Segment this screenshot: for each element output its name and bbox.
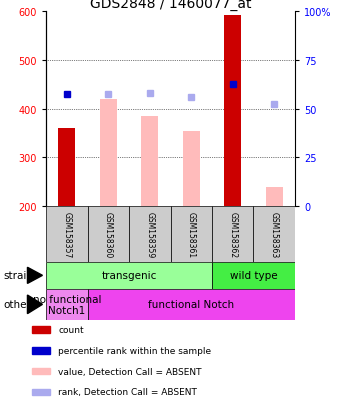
Text: wild type: wild type bbox=[230, 271, 277, 281]
Text: functional Notch: functional Notch bbox=[148, 299, 234, 310]
Bar bbox=[32, 389, 50, 395]
Bar bbox=[88, 289, 295, 320]
Bar bbox=[170, 206, 212, 262]
Bar bbox=[212, 262, 295, 289]
Text: value, Detection Call = ABSENT: value, Detection Call = ABSENT bbox=[58, 367, 202, 376]
Bar bbox=[46, 262, 212, 289]
Bar bbox=[212, 206, 253, 262]
Bar bbox=[32, 368, 50, 375]
Text: count: count bbox=[58, 325, 84, 335]
Text: GSM158362: GSM158362 bbox=[228, 211, 237, 257]
Bar bbox=[183, 131, 199, 206]
Text: rank, Detection Call = ABSENT: rank, Detection Call = ABSENT bbox=[58, 387, 197, 396]
Bar bbox=[46, 206, 88, 262]
Title: GDS2848 / 1460077_at: GDS2848 / 1460077_at bbox=[90, 0, 251, 12]
Text: GSM158360: GSM158360 bbox=[104, 211, 113, 257]
Bar bbox=[253, 206, 295, 262]
Text: no functional
Notch1: no functional Notch1 bbox=[32, 294, 101, 316]
Bar bbox=[266, 187, 282, 206]
Text: GSM158361: GSM158361 bbox=[187, 211, 196, 257]
Bar bbox=[142, 117, 158, 206]
Text: GSM158359: GSM158359 bbox=[145, 211, 154, 257]
Text: transgenic: transgenic bbox=[101, 271, 157, 281]
Polygon shape bbox=[27, 268, 42, 284]
Polygon shape bbox=[27, 295, 42, 314]
Text: other: other bbox=[3, 299, 31, 310]
Text: GSM158363: GSM158363 bbox=[270, 211, 279, 257]
Bar bbox=[129, 206, 170, 262]
Text: strain: strain bbox=[3, 271, 33, 281]
Bar bbox=[100, 100, 117, 206]
Text: percentile rank within the sample: percentile rank within the sample bbox=[58, 346, 211, 355]
Bar bbox=[224, 16, 241, 206]
Bar bbox=[32, 327, 50, 333]
Text: GSM158357: GSM158357 bbox=[62, 211, 71, 257]
Bar bbox=[32, 347, 50, 354]
Bar bbox=[88, 206, 129, 262]
Bar bbox=[46, 289, 88, 320]
Bar bbox=[59, 129, 75, 206]
